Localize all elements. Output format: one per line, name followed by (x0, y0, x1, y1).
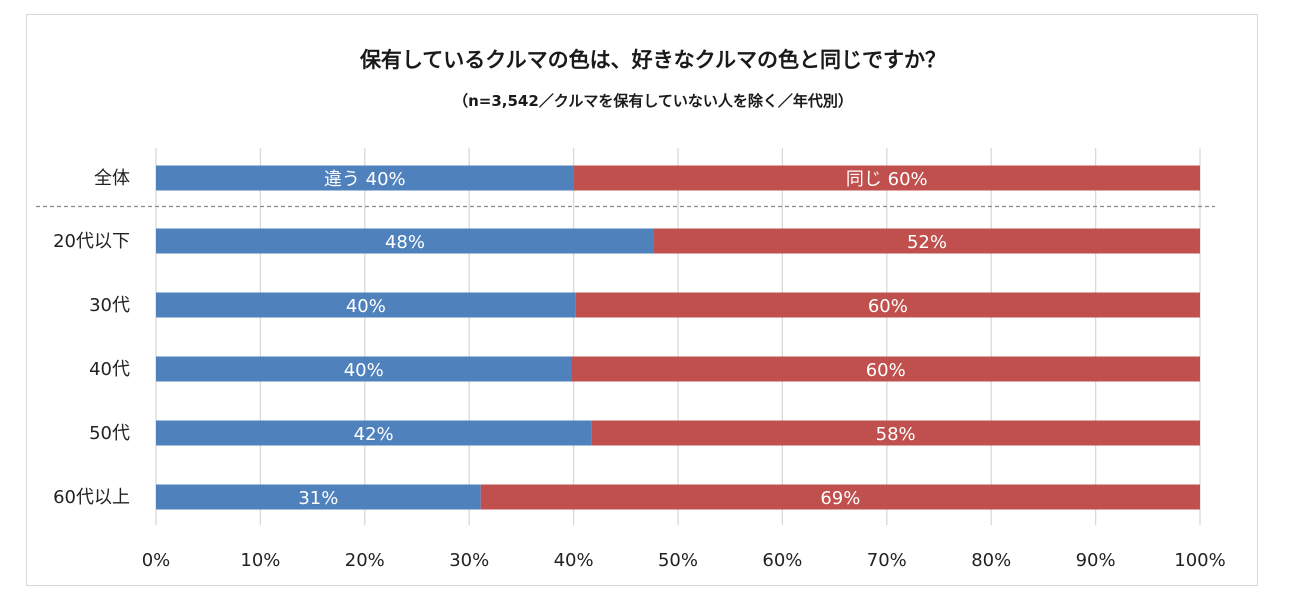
x-tick-label: 70% (867, 550, 907, 571)
data-label: 42% (354, 424, 394, 445)
data-label: 58% (876, 424, 916, 445)
x-tick-label: 50% (658, 550, 698, 571)
data-label: 60% (868, 296, 908, 317)
x-tick-label: 60% (762, 550, 802, 571)
x-tick-label: 40% (554, 550, 594, 571)
bar-segment-different (156, 165, 574, 191)
x-tick-label: 0% (142, 550, 171, 571)
bar-segment-same (653, 228, 1200, 254)
data-label: 48% (385, 232, 425, 253)
bar-segment-different (156, 484, 481, 510)
data-label: 違う 40% (324, 169, 406, 190)
x-tick-label: 30% (449, 550, 489, 571)
bar-segment-different (156, 356, 572, 382)
chart-subtitle: （n=3,542／クルマを保有していない人を除く／年代別） (453, 92, 853, 110)
bar-segment-different (156, 420, 592, 446)
data-label: 52% (907, 232, 947, 253)
bar-segment-different (156, 292, 576, 318)
data-label: 40% (346, 296, 386, 317)
category-label: 50代 (89, 423, 130, 444)
bar-segment-same (573, 165, 1200, 191)
x-tick-label: 10% (240, 550, 280, 571)
x-tick-label: 20% (345, 550, 385, 571)
x-tick-label: 100% (1174, 550, 1225, 571)
data-label: 60% (866, 360, 906, 381)
bar-segment-same (591, 420, 1200, 446)
category-label: 全体 (94, 168, 130, 189)
category-label: 40代 (89, 359, 130, 380)
category-label: 20代以下 (53, 231, 130, 252)
bar-segment-same (571, 356, 1200, 382)
data-label: 40% (344, 360, 384, 381)
data-label: 31% (298, 488, 338, 509)
bar-segment-different (156, 228, 654, 254)
data-label: 同じ 60% (846, 169, 928, 190)
x-tick-label: 80% (971, 550, 1011, 571)
data-label: 69% (820, 488, 860, 509)
bar-segment-same (575, 292, 1200, 318)
x-tick-label: 90% (1076, 550, 1116, 571)
bar-segment-same (480, 484, 1201, 510)
category-label: 30代 (89, 295, 130, 316)
chart-title: 保有しているクルマの色は、好きなクルマの色と同じですか？ (359, 48, 947, 72)
category-label: 60代以上 (53, 487, 130, 508)
